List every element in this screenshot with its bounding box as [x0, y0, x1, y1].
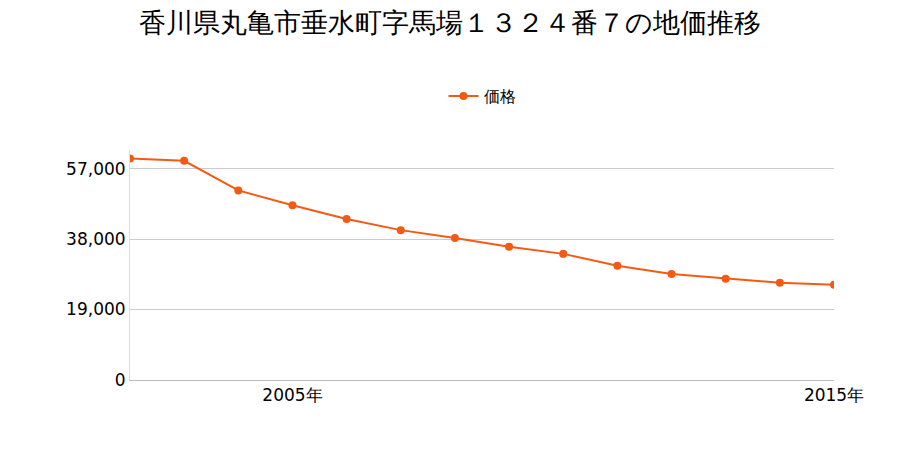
svg-text:19,000: 19,000 — [66, 299, 125, 319]
svg-text:香川県丸亀市垂水町字馬場１３２４番７の地価推移: 香川県丸亀市垂水町字馬場１３２４番７の地価推移 — [139, 7, 761, 38]
svg-text:2005年: 2005年 — [262, 385, 322, 405]
svg-text:57,000: 57,000 — [66, 159, 125, 179]
svg-text:0: 0 — [115, 370, 126, 390]
svg-text:38,000: 38,000 — [66, 229, 125, 249]
svg-text:2015年: 2015年 — [804, 385, 864, 405]
svg-text:価格: 価格 — [484, 87, 516, 106]
